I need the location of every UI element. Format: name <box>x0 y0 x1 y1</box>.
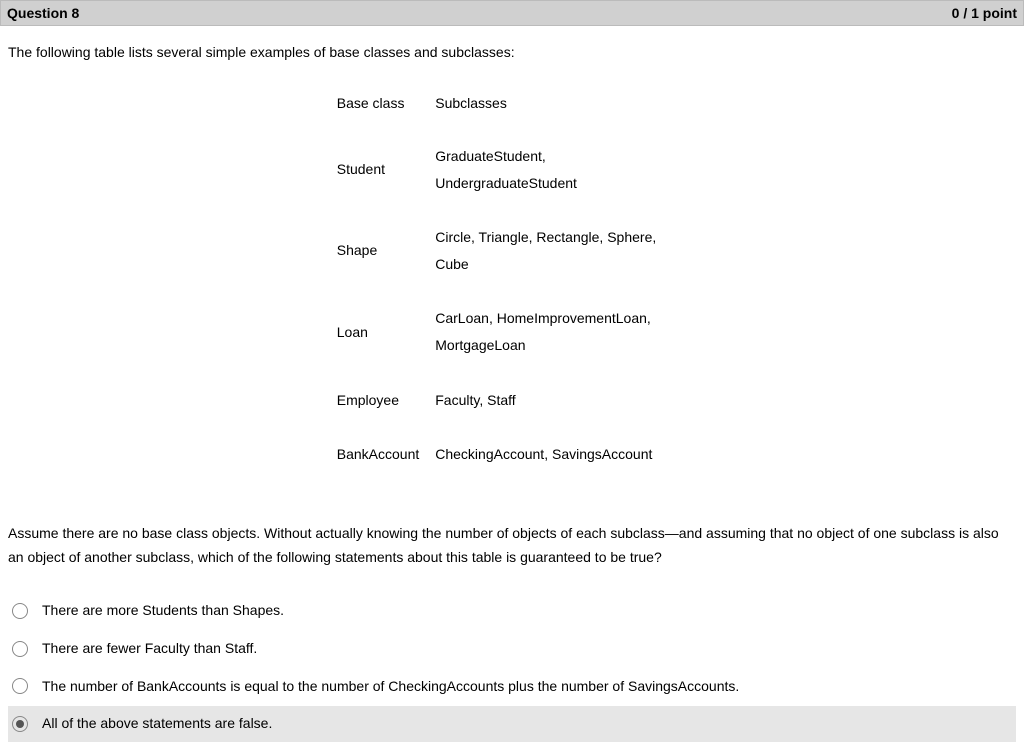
option-row[interactable]: The number of BankAccounts is equal to t… <box>8 669 1016 705</box>
options-list: There are more Students than Shapes. The… <box>8 593 1016 753</box>
base-cell: Shape <box>333 210 432 291</box>
question-body: The following table lists several simple… <box>0 26 1024 754</box>
col-header-subs: Subclasses <box>431 85 691 129</box>
subs-cell: CarLoan, HomeImprovementLoan, MortgageLo… <box>431 291 691 372</box>
option-row[interactable]: All of the above statements are false. <box>8 706 1016 742</box>
base-cell: BankAccount <box>333 427 432 482</box>
option-row[interactable]: There are fewer Faculty than Staff. <box>8 631 1016 667</box>
class-table: Base class Subclasses Student GraduateSt… <box>333 85 692 482</box>
table-row: Student GraduateStudent, UndergraduateSt… <box>333 129 692 210</box>
subs-cell: Faculty, Staff <box>431 373 691 428</box>
option-label: There are more Students than Shapes. <box>42 601 284 621</box>
option-row[interactable]: There are more Students than Shapes. <box>8 593 1016 629</box>
table-row: Loan CarLoan, HomeImprovementLoan, Mortg… <box>333 291 692 372</box>
prompt-text: Assume there are no base class objects. … <box>8 522 1016 570</box>
radio-icon[interactable] <box>12 641 28 657</box>
question-title: Question 8 <box>7 5 79 21</box>
table-row: Shape Circle, Triangle, Rectangle, Spher… <box>333 210 692 291</box>
question-header: Question 8 0 / 1 point <box>0 0 1024 26</box>
subs-cell: CheckingAccount, SavingsAccount <box>431 427 691 482</box>
intro-text: The following table lists several simple… <box>8 42 1016 63</box>
subs-cell: GraduateStudent, UndergraduateStudent <box>431 129 691 210</box>
base-cell: Loan <box>333 291 432 372</box>
radio-icon[interactable] <box>12 716 28 732</box>
option-label: The number of BankAccounts is equal to t… <box>42 677 739 697</box>
table-header-row: Base class Subclasses <box>333 85 692 129</box>
radio-selected-dot-icon <box>16 720 24 728</box>
base-cell: Student <box>333 129 432 210</box>
table-row: Employee Faculty, Staff <box>333 373 692 428</box>
col-header-base: Base class <box>333 85 432 129</box>
option-label: All of the above statements are false. <box>42 714 272 734</box>
radio-icon[interactable] <box>12 678 28 694</box>
table-row: BankAccount CheckingAccount, SavingsAcco… <box>333 427 692 482</box>
base-cell: Employee <box>333 373 432 428</box>
radio-icon[interactable] <box>12 603 28 619</box>
option-label: There are fewer Faculty than Staff. <box>42 639 257 659</box>
subs-cell: Circle, Triangle, Rectangle, Sphere, Cub… <box>431 210 691 291</box>
question-points: 0 / 1 point <box>952 5 1017 21</box>
